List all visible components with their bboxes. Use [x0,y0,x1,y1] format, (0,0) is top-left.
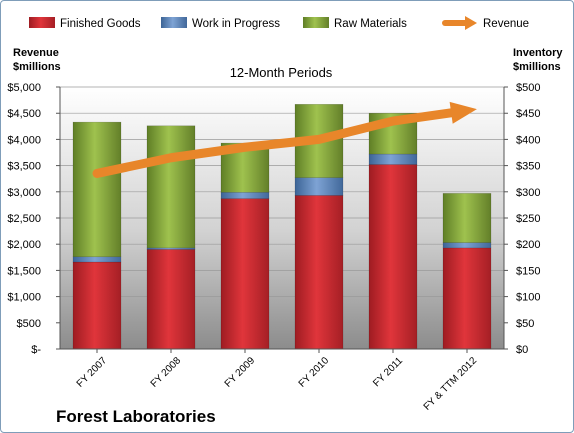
left-tick-label: $4,000 [7,134,41,146]
right-tick-label: $400 [516,134,540,146]
bar-finished-goods [72,261,122,350]
bar-raw-materials [146,125,196,249]
left-tick-label: $500 [17,318,41,330]
revenue-line [92,108,456,178]
left-axis-title-line1: Revenue [13,47,59,59]
bar-work-in-progress [442,242,492,249]
legend-label-raw-materials: Raw Materials [334,18,407,30]
left-tick-label: $3,500 [7,161,41,173]
legend-swatch-work-in-progress [161,17,187,28]
legend-label-work-in-progress: Work in Progress [192,18,280,30]
left-tick-label: $2,500 [7,213,41,225]
left-tick-label: $- [31,344,41,356]
bar-finished-goods [220,198,270,350]
legend-arrowhead-revenue [465,16,477,30]
legend-label-finished-goods: Finished Goods [60,18,141,30]
right-tick-label: $150 [516,265,540,277]
bar-work-in-progress [368,153,418,165]
revenue-arrowhead [449,101,477,124]
x-tick-label: FY & TTM 2012 [422,355,480,413]
left-tick-label: $2,000 [7,239,41,251]
right-tick-label: $350 [516,161,540,173]
left-axis-title-line2: $millions [13,61,61,73]
bar-work-in-progress [294,177,344,196]
legend-swatch-finished-goods [29,17,55,28]
right-tick-label: $300 [516,187,540,199]
right-tick-label: $500 [516,82,540,94]
bar-work-in-progress [220,192,270,199]
bar-raw-materials [72,121,122,258]
right-tick-label: $250 [516,213,540,225]
right-tick-label: $100 [516,292,540,304]
legend-swatch-raw-materials [303,17,329,28]
legend: Finished Goods Work in Progress Raw Mate… [29,16,529,30]
right-tick-label: $450 [516,108,540,120]
right-axis-title-line1: Inventory [513,47,563,59]
x-tick-label: FY 2008 [149,355,184,390]
right-tick-label: $0 [516,344,528,356]
bar-work-in-progress [72,256,122,263]
bar-raw-materials [442,193,492,243]
company-name: Forest Laboratories [56,407,216,426]
right-axis-title-line2: $millions [513,61,561,73]
x-tick-label: FY 2011 [371,355,405,389]
left-tick-label: $1,500 [7,265,41,277]
legend-label-revenue: Revenue [483,18,529,30]
x-tick-label: FY 2007 [75,355,110,390]
left-tick-label: $3,000 [7,187,41,199]
x-tick-label: FY 2010 [297,355,332,390]
bar-finished-goods [442,247,492,350]
bar-finished-goods [368,164,418,350]
left-tick-label: $4,500 [7,108,41,120]
chart-title: 12-Month Periods [230,65,333,80]
right-tick-label: $200 [516,239,540,251]
left-tick-label: $1,000 [7,292,41,304]
x-tick-label: FY 2009 [223,355,258,390]
left-tick-label: $5,000 [7,82,41,94]
bar-finished-goods [294,195,344,350]
right-tick-label: $50 [516,318,534,330]
bar-finished-goods [146,249,196,350]
